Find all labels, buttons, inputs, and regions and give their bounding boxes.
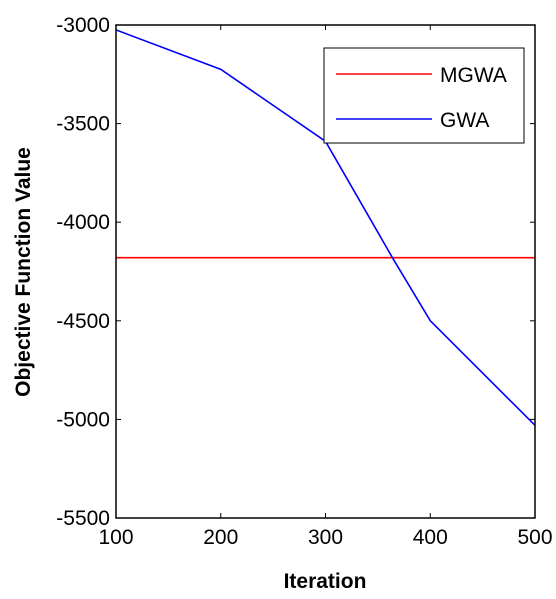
ticks-layer: 100 200 300 400 500 -3000 -3500 -4000 -4500 -5000… (56, 14, 552, 549)
y-tick-label: -3000 (56, 14, 110, 37)
y-axis-label: Objective Function Value (12, 147, 35, 397)
y-tick-label: -4500 (56, 310, 110, 333)
legend: MGWA GWA (323, 47, 525, 144)
y-tick-label: -5000 (56, 408, 110, 431)
x-tick-label: 400 (413, 526, 448, 549)
y-tick-label: -3500 (56, 113, 110, 136)
x-axis-label: Iteration (284, 570, 367, 593)
series-layer (115, 29, 536, 426)
x-tick-label: 300 (308, 526, 343, 549)
y-tick-label: -4000 (56, 211, 110, 234)
legend-label-gwa: GWA (440, 109, 489, 132)
x-tick-label: 100 (98, 526, 133, 549)
y-tick-label: -5500 (56, 507, 110, 530)
x-tick-label: 500 (517, 526, 552, 549)
legend-box (323, 47, 525, 144)
series-line-gwa (115, 29, 536, 426)
legend-label-mgwa: MGWA (440, 64, 507, 87)
x-tick-label: 200 (203, 526, 238, 549)
